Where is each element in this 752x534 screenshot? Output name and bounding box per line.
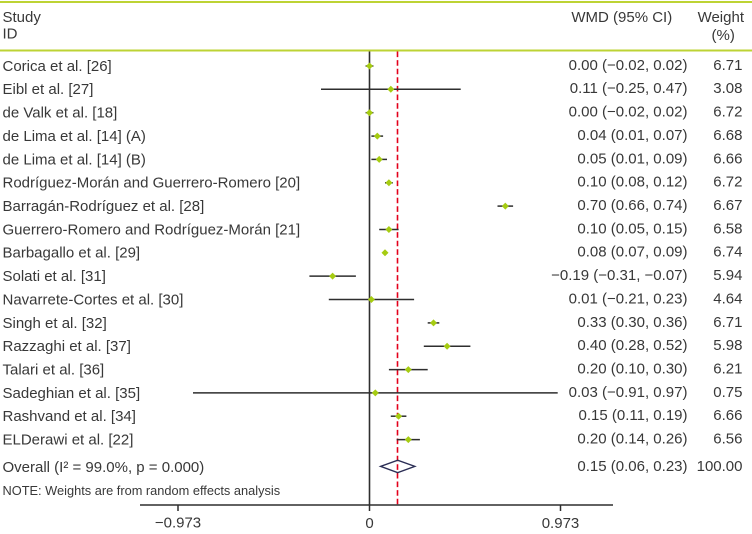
svg-text:Talari et al. [36]: Talari et al. [36] — [3, 362, 105, 379]
svg-text:6.72: 6.72 — [713, 104, 742, 121]
svg-text:0.15 (0.11, 0.19): 0.15 (0.11, 0.19) — [579, 407, 688, 424]
svg-text:6.71: 6.71 — [713, 57, 742, 74]
svg-text:Guerrero-Romero and Rodríguez-: Guerrero-Romero and Rodríguez-Morán [21] — [3, 221, 301, 238]
svg-text:0.03 (−0.91, 0.97): 0.03 (−0.91, 0.97) — [569, 384, 688, 401]
svg-text:0.20 (0.14, 0.26): 0.20 (0.14, 0.26) — [577, 431, 687, 448]
svg-text:Navarrete-Cortes et al. [30]: Navarrete-Cortes et al. [30] — [3, 291, 184, 308]
svg-text:de Lima et al. [14] (A): de Lima et al. [14] (A) — [3, 128, 146, 145]
svg-text:Rashvand et al. [34]: Rashvand et al. [34] — [3, 408, 136, 425]
svg-text:−0.973: −0.973 — [155, 515, 201, 530]
svg-text:0.70 (0.66, 0.74): 0.70 (0.66, 0.74) — [577, 197, 687, 214]
svg-text:0: 0 — [365, 515, 373, 529]
svg-text:Rodríguez-Morán and Guerrero-R: Rodríguez-Morán and Guerrero-Romero [20] — [3, 175, 301, 192]
svg-text:6.58: 6.58 — [713, 220, 742, 237]
svg-text:6.66: 6.66 — [713, 150, 742, 167]
svg-text:de Valk et al. [18]: de Valk et al. [18] — [3, 105, 118, 122]
svg-text:Barragán-Rodríguez et al. [28]: Barragán-Rodríguez et al. [28] — [3, 198, 205, 215]
svg-text:0.75: 0.75 — [713, 384, 742, 401]
svg-text:6.66: 6.66 — [713, 407, 742, 424]
svg-text:Sadeghian et al. [35]: Sadeghian et al. [35] — [3, 385, 141, 402]
svg-text:0.01 (−0.21, 0.23): 0.01 (−0.21, 0.23) — [569, 290, 688, 307]
svg-text:0.11 (−0.25, 0.47): 0.11 (−0.25, 0.47) — [570, 80, 688, 97]
svg-text:4.64: 4.64 — [713, 290, 742, 307]
svg-text:6.71: 6.71 — [713, 314, 742, 331]
svg-text:6.21: 6.21 — [713, 361, 742, 378]
svg-text:ELDerawi et al. [22]: ELDerawi et al. [22] — [3, 432, 134, 449]
svg-text:Barbagallo et al. [29]: Barbagallo et al. [29] — [3, 245, 141, 262]
svg-text:6.56: 6.56 — [713, 431, 742, 448]
svg-text:5.94: 5.94 — [713, 267, 742, 284]
svg-text:de Lima et al. [14] (B): de Lima et al. [14] (B) — [3, 151, 146, 168]
svg-text:6.72: 6.72 — [713, 174, 742, 191]
svg-text:Razzaghi et al. [37]: Razzaghi et al. [37] — [3, 338, 131, 355]
svg-text:0.08 (0.07, 0.09): 0.08 (0.07, 0.09) — [577, 244, 687, 261]
svg-text:Singh et al. [32]: Singh et al. [32] — [3, 315, 107, 332]
svg-text:6.67: 6.67 — [713, 197, 742, 214]
svg-text:−0.19 (−0.31, −0.07): −0.19 (−0.31, −0.07) — [551, 267, 687, 284]
svg-text:0.00 (−0.02, 0.02): 0.00 (−0.02, 0.02) — [569, 104, 688, 121]
svg-text:0.40 (0.28, 0.52): 0.40 (0.28, 0.52) — [577, 337, 687, 354]
svg-text:0.04 (0.01, 0.07): 0.04 (0.01, 0.07) — [577, 127, 687, 144]
svg-text:3.08: 3.08 — [713, 80, 742, 97]
svg-text:WMD (95% CI): WMD (95% CI) — [571, 9, 672, 26]
svg-text:ID: ID — [3, 26, 18, 43]
svg-text:Overall (I² = 99.0%, p = 0.000: Overall (I² = 99.0%, p = 0.000) — [3, 459, 205, 476]
svg-text:Corica et al. [26]: Corica et al. [26] — [3, 58, 112, 75]
svg-text:0.973: 0.973 — [542, 515, 580, 529]
svg-text:5.98: 5.98 — [713, 337, 742, 354]
svg-text:0.20 (0.10, 0.30): 0.20 (0.10, 0.30) — [577, 361, 687, 378]
svg-text:NOTE: Weights are from random: NOTE: Weights are from random effects an… — [3, 483, 281, 498]
svg-text:Study: Study — [3, 9, 42, 26]
svg-text:Weight: Weight — [698, 9, 745, 26]
svg-text:0.33 (0.30, 0.36): 0.33 (0.30, 0.36) — [577, 314, 687, 331]
svg-text:6.68: 6.68 — [713, 127, 742, 144]
svg-text:(%): (%) — [712, 27, 735, 44]
svg-text:0.10 (0.05, 0.15): 0.10 (0.05, 0.15) — [577, 220, 687, 237]
svg-text:0.15 (0.06, 0.23): 0.15 (0.06, 0.23) — [577, 458, 687, 475]
svg-text:0.05 (0.01, 0.09): 0.05 (0.01, 0.09) — [577, 150, 687, 167]
svg-text:Solati et al. [31]: Solati et al. [31] — [3, 268, 106, 285]
svg-text:100.00: 100.00 — [697, 458, 743, 475]
svg-text:6.74: 6.74 — [713, 244, 742, 261]
svg-text:Eibl et al. [27]: Eibl et al. [27] — [3, 81, 94, 98]
svg-text:0.10 (0.08, 0.12): 0.10 (0.08, 0.12) — [577, 174, 687, 191]
svg-text:0.00 (−0.02, 0.02): 0.00 (−0.02, 0.02) — [569, 57, 688, 74]
